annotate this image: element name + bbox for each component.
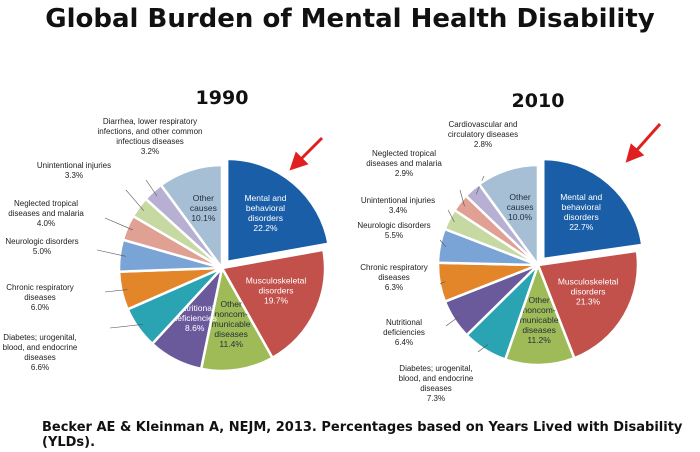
pie-slice-mental <box>541 157 644 261</box>
citation-text: Becker AE & Kleinman A, NEJM, 2013. Perc… <box>42 420 683 450</box>
slice-label-musculoskeletal: Musculoskeletal disorders 21.3% <box>558 276 619 306</box>
pie-slice-other_noncommunicable <box>503 261 576 367</box>
pie-slice-musculoskeletal <box>220 248 327 360</box>
slice-label-other_causes: Other causes 10.1% <box>190 193 217 223</box>
leader-line <box>447 209 455 223</box>
slice-label-musculoskeletal: Musculoskeletal disorders 19.7% <box>246 275 307 305</box>
pie-chart-2010: 2010 Mental and behavioral disorders 22.7% Mu… <box>357 90 662 403</box>
pie-slice-musculoskeletal <box>536 249 640 360</box>
slice-label-diabetes: Diabetes; urogenital, blood, and endocrin… <box>399 364 474 403</box>
slice-label-neglected_tropical: Neglected tropical diseases and malaria 2.… <box>366 149 442 178</box>
leader-line <box>477 344 488 353</box>
slice-label-other_causes: Other causes 10.0% <box>507 192 534 222</box>
pie-slice-other_noncommunicable <box>199 264 275 373</box>
leader-line <box>125 189 144 211</box>
slice-label-unintentional: Unintentional injuries 3.3% <box>37 161 111 180</box>
slice-label-mental: Mental and behavioral disorders 22.7% <box>560 192 602 232</box>
leader-line <box>96 249 126 257</box>
slice-label-diarrhea: Diarrhea, lower respiratory infections, a… <box>98 117 203 156</box>
page-title: Global Burden of Mental Health Disabilit… <box>45 4 655 34</box>
slice-label-unintentional: Unintentional injuries 3.4% <box>361 196 435 215</box>
pie-chart-1990: 1990 Mental and behavioral disorders 22.2% Mu… <box>3 87 330 373</box>
leader-line <box>145 179 158 197</box>
pie-slice-mental <box>225 157 330 264</box>
leader-line <box>459 189 465 207</box>
chart-title: 1990 <box>196 87 249 109</box>
red-arrow-icon <box>625 123 662 163</box>
leader-line <box>445 315 460 327</box>
slice-label-nutritional: Nutritional deficiencies 8.6% <box>173 303 217 333</box>
leader-line <box>439 239 447 247</box>
slice-label-neurologic: Neurologic disorders 5.0% <box>5 237 78 256</box>
leader-line <box>104 289 128 293</box>
slice-label-cardiovascular: Cardiovascular and circulatory diseases 2.… <box>448 120 518 149</box>
slice-label-chronic_respiratory: Chronic respiratory diseases 6.3% <box>360 263 428 292</box>
leader-line <box>109 324 144 329</box>
leader-line <box>439 281 446 285</box>
slice-label-other_noncommunicable: Other noncom-municable diseases 11.2% <box>520 295 559 345</box>
slice-label-neurologic: Neurologic disorders 5.5% <box>357 221 430 240</box>
slice-label-diabetes: Diabetes; urogenital, blood, and endocrin… <box>3 333 78 372</box>
pie-slice-other_causes <box>159 163 224 272</box>
chart-title: 2010 <box>512 90 565 112</box>
slice-label-other_noncommunicable: Other noncom-municable diseases 11.4% <box>212 299 251 349</box>
slice-label-nutritional: Nutritional deficiencies 6.4% <box>383 318 425 347</box>
pie-slice-other_causes <box>477 163 540 269</box>
red-arrow-icon <box>289 136 324 171</box>
slice-label-neglected_tropical: Neglected tropical diseases and malaria 4.… <box>8 199 84 228</box>
slice-label-mental: Mental and behavioral disorders 22.2% <box>244 193 286 233</box>
slice-label-chronic_respiratory: Chronic respiratory diseases 6.0% <box>6 283 74 312</box>
leader-line <box>104 217 133 231</box>
